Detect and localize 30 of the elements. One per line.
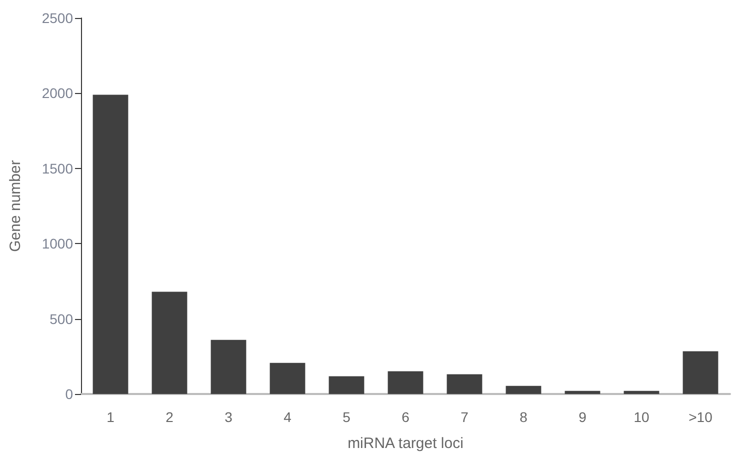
y-tick-label: 500	[50, 310, 74, 327]
bar	[682, 351, 718, 394]
y-tick-label: 1000	[42, 236, 74, 252]
bar	[210, 340, 246, 394]
x-tick-label: 3	[224, 409, 233, 425]
y-tick-label: 2500	[42, 10, 74, 26]
x-axis-title: miRNA target loci	[348, 435, 464, 452]
bar	[564, 390, 600, 394]
y-tick-label: 2000	[42, 85, 74, 102]
bar	[270, 362, 306, 394]
y-tick-label: 0	[65, 386, 74, 402]
x-tick-label: 2	[166, 409, 174, 425]
x-tick-label: >10	[688, 409, 713, 425]
bar	[446, 374, 482, 394]
bar	[152, 292, 188, 394]
x-tick-label: 4	[284, 409, 292, 425]
bar	[92, 94, 128, 394]
x-tick-label: 10	[634, 409, 650, 425]
bar	[328, 376, 364, 394]
x-tick-label: 8	[520, 409, 528, 425]
bar	[388, 371, 424, 394]
bar	[624, 390, 660, 394]
bar	[506, 386, 542, 394]
x-tick-label: 6	[402, 409, 410, 425]
y-tick-label: 1500	[42, 160, 74, 176]
x-tick-label: 7	[460, 409, 469, 425]
x-tick-label: 5	[342, 409, 351, 425]
x-tick-label: 1	[106, 409, 115, 425]
x-tick-label: 9	[578, 409, 587, 425]
y-axis-title: Gene number	[7, 160, 24, 252]
